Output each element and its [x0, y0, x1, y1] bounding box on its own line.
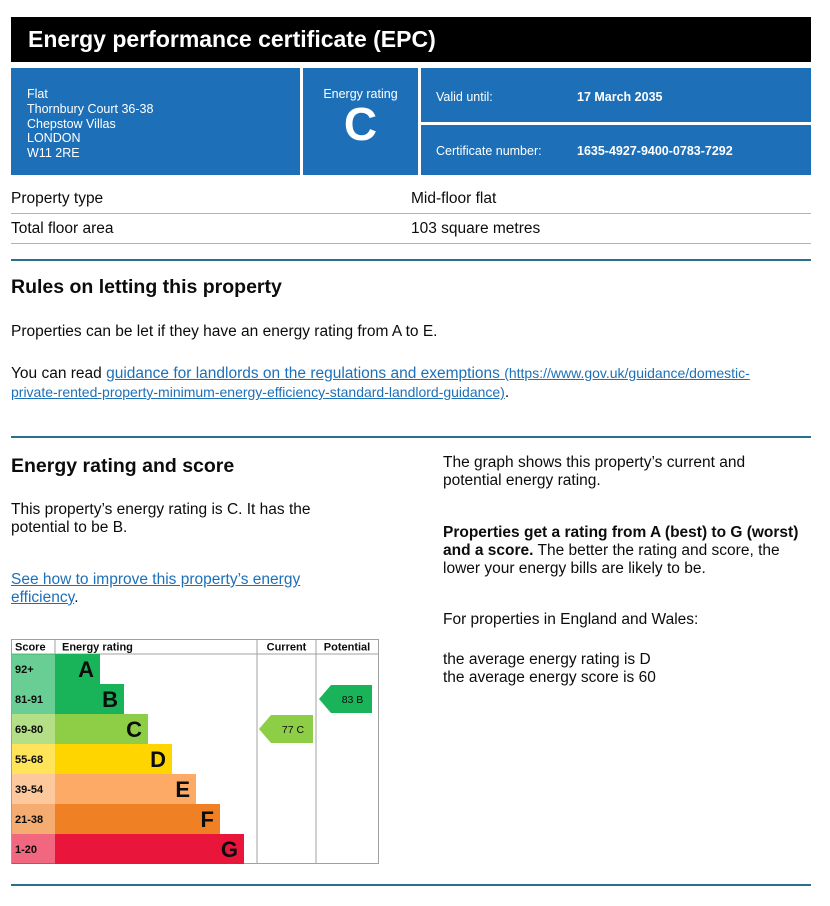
section-divider [11, 884, 811, 886]
address-line: LONDON [27, 131, 81, 146]
improve-paragraph: See how to improve this property’s energ… [11, 571, 401, 607]
section-divider [11, 436, 811, 438]
floor-area-value: 103 square metres [411, 220, 541, 237]
energy-rating-text: potential to be B. [11, 519, 128, 536]
score-range-label: 81-91 [15, 694, 43, 706]
band-e-bar [55, 774, 196, 804]
improve-suffix: . [74, 589, 79, 606]
average-rating-text: the average energy rating is D [443, 651, 651, 668]
potential-column-header: Potential [324, 642, 370, 654]
letting-paragraph: Properties can be let if they have an en… [11, 323, 438, 340]
current-rating-arrow-label: 77 C [282, 724, 305, 736]
page-title: Energy performance certificate (EPC) [11, 17, 811, 62]
score-cell [12, 804, 55, 834]
band-letter: F [201, 807, 214, 832]
landlord-guidance-link-text: guidance for landlords on the regulation… [106, 365, 500, 382]
guidance-prefix: You can read [11, 365, 107, 382]
section-divider [11, 259, 811, 261]
score-cell [12, 774, 55, 804]
rating-scale-explanation: Properties get a rating from A (best) to… [443, 524, 823, 578]
energy-rating-panel: Energy rating C [303, 68, 418, 175]
band-d-bar [55, 744, 172, 774]
rating-scale-text: The better the rating and score, the [533, 542, 780, 559]
energy-rating-column-header: Energy rating [62, 642, 133, 654]
band-b-bar [55, 684, 124, 714]
potential-rating-arrow-label: 83 B [342, 694, 364, 706]
score-range-label: 55-68 [15, 754, 43, 766]
valid-until-label: Valid until: [436, 90, 493, 104]
certificate-number-value: 1635-4927-9400-0783-7292 [577, 144, 733, 158]
energy-rating-value: C [343, 98, 378, 150]
score-range-label: 21-38 [15, 814, 43, 826]
letting-guidance-paragraph: You can read guidance for landlords on t… [11, 364, 811, 402]
graph-explanation-text: The graph shows this property’s current … [443, 454, 746, 471]
band-letter: A [78, 657, 94, 682]
energy-rating-paragraph: This property’s energy rating is C. It h… [11, 501, 401, 537]
energy-rating-chart: Score Energy rating Current Potential 92+ A 8… [11, 639, 379, 864]
score-cell [12, 654, 55, 684]
certificate-number-label: Certificate number: [436, 144, 542, 158]
energy-rating-text: This property’s energy rating is C. It h… [11, 501, 311, 518]
landlord-guidance-url-continued: private-rented-property-minimum-energy-e… [11, 384, 505, 400]
rating-scale-text: lower your energy bills are likely to be… [443, 560, 706, 577]
score-range-label: 92+ [15, 664, 34, 676]
current-rating-arrow [259, 715, 313, 743]
address-panel: Flat Thornbury Court 36-38 Chepstow Vill… [11, 68, 300, 175]
score-cell [12, 714, 55, 744]
valid-until-value: 17 March 2035 [577, 90, 663, 104]
graph-explanation: The graph shows this property’s current … [443, 454, 813, 490]
average-score-text: the average energy score is 60 [443, 669, 656, 686]
score-cell [12, 834, 55, 864]
score-column-header: Score [15, 642, 46, 654]
rating-scale-bold: and a score. [443, 542, 534, 559]
property-type-label: Property type [11, 190, 104, 207]
score-cell [12, 744, 55, 774]
address-line: Thornbury Court 36-38 [27, 101, 154, 116]
landlord-guidance-link[interactable]: guidance for landlords on the regulation… [106, 365, 750, 382]
average-values: the average energy rating is D the avera… [443, 651, 656, 687]
score-range-label: 69-80 [15, 724, 43, 736]
band-letter: C [126, 717, 142, 742]
energy-rating-label: Energy rating [323, 87, 398, 101]
floor-area-label: Total floor area [11, 220, 114, 237]
band-letter: G [221, 837, 238, 862]
property-type-value: Mid-floor flat [411, 190, 497, 207]
score-cell [12, 684, 55, 714]
address-line: Chepstow Villas [27, 116, 116, 131]
rating-scale-bold: Properties get a rating from A (best) to… [443, 524, 799, 541]
current-column-header: Current [267, 642, 307, 654]
band-letter: B [102, 687, 118, 712]
address-line: W11 2RE [27, 146, 80, 161]
energy-heading: Energy rating and score [11, 455, 235, 477]
floor-area-row: Total floor area 103 square metres [11, 214, 811, 244]
certificate-number-panel: Certificate number: 1635-4927-9400-0783-… [421, 125, 811, 175]
band-a-bar [55, 654, 100, 684]
landlord-guidance-url: (https://www.gov.uk/guidance/domestic- [504, 365, 750, 381]
letting-heading: Rules on letting this property [11, 276, 282, 298]
band-letter: D [150, 747, 166, 772]
landlord-guidance-link-continued[interactable]: private-rented-property-minimum-energy-e… [11, 384, 505, 400]
improve-efficiency-link[interactable]: See how to improve this property’s energ… [11, 571, 300, 606]
potential-rating-arrow [319, 685, 372, 713]
band-f-bar [55, 804, 220, 834]
guidance-suffix: . [504, 384, 510, 401]
property-type-row: Property type Mid-floor flat [11, 184, 811, 214]
address-line: Flat [27, 87, 48, 101]
band-c-bar [55, 714, 148, 744]
england-wales-intro: For properties in England and Wales: [443, 611, 699, 628]
score-range-label: 1-20 [15, 844, 37, 856]
valid-until-panel: Valid until: 17 March 2035 [421, 68, 811, 122]
band-letter: E [175, 777, 190, 802]
improve-efficiency-link-text: efficiency [11, 589, 75, 606]
graph-explanation-text: potential energy rating. [443, 472, 601, 489]
improve-efficiency-link-text: See how to improve this property’s energ… [11, 571, 301, 588]
score-range-label: 39-54 [15, 784, 44, 796]
band-g-bar [55, 834, 244, 864]
